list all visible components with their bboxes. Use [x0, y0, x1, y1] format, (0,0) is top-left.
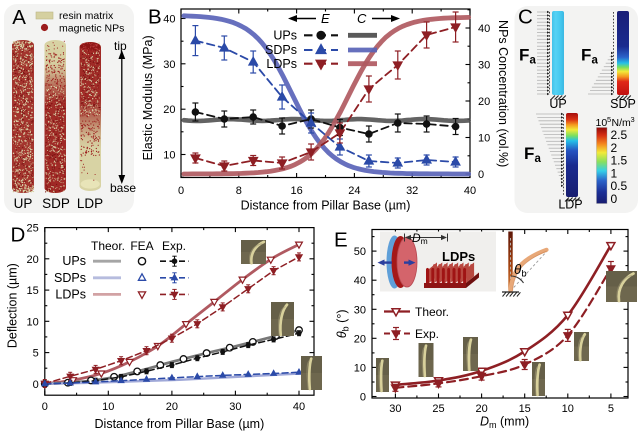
svg-text:5: 5 [33, 348, 39, 360]
svg-text:LDPs: LDPs [55, 287, 86, 301]
svg-text:D: D [11, 224, 26, 247]
svg-text:20: 20 [163, 104, 175, 116]
svg-text:LDPs: LDPs [442, 249, 475, 264]
svg-text:E: E [321, 11, 330, 26]
svg-text:base: base [110, 181, 136, 195]
svg-text:0: 0 [611, 192, 618, 206]
svg-text:Distance from Pillar Base (µm): Distance from Pillar Base (µm) [95, 417, 265, 431]
svg-text:UPs: UPs [273, 29, 297, 43]
svg-text:1: 1 [611, 166, 618, 180]
svg-text:0.5: 0.5 [611, 179, 628, 193]
svg-text:Theor.: Theor. [91, 239, 125, 253]
svg-text:5: 5 [608, 403, 614, 415]
svg-text:LDP: LDP [77, 196, 103, 211]
svg-text:UP: UP [549, 97, 566, 111]
svg-text:tip: tip [114, 39, 127, 53]
svg-text:Elastic Modulus (MPa): Elastic Modulus (MPa) [141, 35, 155, 160]
svg-text:Deflection (µm): Deflection (µm) [5, 263, 19, 348]
svg-text:SDP: SDP [610, 97, 636, 111]
svg-text:30: 30 [389, 403, 401, 415]
svg-text:0: 0 [360, 392, 366, 404]
svg-text:B: B [148, 6, 162, 29]
svg-text:E: E [334, 229, 348, 252]
svg-text:40: 40 [354, 275, 366, 287]
svg-text:C: C [357, 11, 367, 26]
svg-text:a: a [535, 153, 542, 165]
svg-text:Exp.: Exp. [415, 327, 439, 341]
svg-text:magnetic NPs: magnetic NPs [59, 22, 124, 34]
svg-text:θb (°): θb (°) [335, 310, 351, 339]
svg-text:30: 30 [354, 304, 366, 316]
svg-text:24: 24 [348, 185, 360, 197]
svg-text:10: 10 [163, 150, 175, 162]
svg-text:5: 5 [607, 115, 611, 124]
svg-text:8: 8 [236, 185, 242, 197]
svg-text:16: 16 [290, 185, 302, 197]
svg-text:20: 20 [354, 333, 366, 345]
svg-text:A: A [12, 6, 26, 29]
svg-text:a: a [530, 55, 537, 67]
svg-text:10: 10 [102, 401, 114, 413]
svg-text:UPs: UPs [62, 254, 86, 268]
svg-text:20: 20 [27, 254, 39, 266]
svg-text:LDPs: LDPs [266, 57, 297, 71]
svg-text:20: 20 [475, 403, 487, 415]
svg-text:LDP: LDP [558, 198, 582, 212]
svg-text:40: 40 [464, 185, 476, 197]
svg-text:Dm: Dm [412, 231, 428, 246]
svg-text:SDP: SDP [42, 196, 70, 211]
svg-text:2: 2 [611, 141, 618, 155]
svg-text:10: 10 [478, 133, 490, 145]
svg-text:resin matrix: resin matrix [59, 10, 114, 22]
svg-text:0: 0 [478, 169, 484, 181]
svg-text:40: 40 [478, 23, 490, 35]
svg-text:1.5: 1.5 [611, 154, 628, 168]
svg-text:30: 30 [478, 60, 490, 72]
svg-text:C: C [518, 6, 533, 29]
svg-text:10: 10 [27, 316, 39, 328]
svg-text:40: 40 [293, 401, 305, 413]
svg-text:FEA: FEA [130, 239, 153, 253]
svg-text:SDPs: SDPs [265, 43, 297, 57]
svg-text:a: a [592, 55, 599, 67]
svg-text:10: 10 [596, 117, 608, 129]
svg-text:0: 0 [178, 185, 184, 197]
svg-text:50: 50 [354, 246, 366, 258]
svg-text:15: 15 [27, 285, 39, 297]
svg-text:20: 20 [166, 401, 178, 413]
svg-text:32: 32 [406, 185, 418, 197]
svg-text:2.5: 2.5 [611, 128, 628, 142]
svg-text:3: 3 [631, 115, 635, 124]
svg-text:30: 30 [229, 401, 241, 413]
svg-text:0: 0 [33, 379, 39, 391]
svg-text:θb: θb [514, 262, 527, 280]
svg-text:NPs Concentration (vol.%): NPs Concentration (vol.%) [496, 20, 510, 167]
svg-text:10: 10 [354, 362, 366, 374]
svg-text:10: 10 [562, 403, 574, 415]
svg-text:F: F [524, 144, 534, 163]
svg-text:40: 40 [163, 14, 175, 26]
svg-text:UP: UP [14, 196, 33, 211]
svg-text:Theor.: Theor. [415, 305, 449, 319]
svg-text:0: 0 [42, 401, 48, 413]
svg-text:F: F [519, 46, 529, 65]
svg-text:25: 25 [432, 403, 444, 415]
svg-text:N/m: N/m [612, 117, 632, 129]
svg-text:15: 15 [519, 403, 531, 415]
svg-text:Dm (mm): Dm (mm) [480, 415, 529, 431]
svg-text:Exp.: Exp. [162, 239, 186, 253]
svg-text:30: 30 [163, 59, 175, 71]
svg-text:20: 20 [478, 96, 490, 108]
svg-text:F: F [581, 46, 591, 65]
svg-text:Distance from Pillar Base (µm): Distance from Pillar Base (µm) [241, 199, 411, 213]
svg-text:SDPs: SDPs [54, 271, 86, 285]
svg-text:25: 25 [27, 223, 39, 235]
